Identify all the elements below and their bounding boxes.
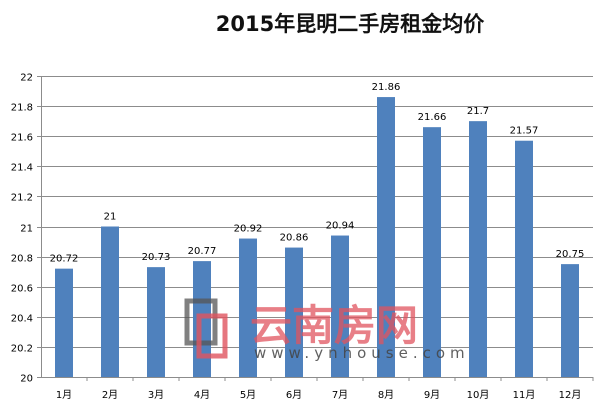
- y-tick-label: 21.6: [11, 133, 33, 144]
- x-tick-label: 3月: [148, 389, 164, 401]
- x-tick-label: 1月: [56, 389, 72, 401]
- x-tick-label: 7月: [332, 389, 348, 401]
- x-tick-label: 4月: [194, 389, 210, 401]
- y-tick-label: 20.2: [11, 344, 33, 355]
- data-label: 20.73: [142, 252, 171, 263]
- data-label: 20.75: [556, 249, 585, 260]
- x-tick-label: 9月: [424, 389, 440, 401]
- data-label: 21.7: [467, 106, 489, 117]
- data-label: 21.66: [418, 112, 447, 123]
- y-tick-label: 20.6: [11, 284, 33, 295]
- x-tick-label: 8月: [378, 389, 394, 401]
- y-tick-label: 20.8: [11, 254, 33, 265]
- y-tick-label: 22: [20, 73, 33, 84]
- y-tick-label: 21.8: [11, 103, 33, 114]
- bar: [561, 264, 579, 377]
- data-label: 21.57: [510, 126, 539, 137]
- chart-title: 2015年昆明二手房租金均价: [215, 12, 485, 36]
- bar: [239, 238, 257, 377]
- bars: [55, 97, 579, 378]
- y-tick-label: 20.4: [11, 314, 33, 325]
- y-tick-label: 21.4: [11, 163, 33, 174]
- y-axis: 20 20.2 20.4 20.6 20.8 21 21.2 21.4 21.6 21.8 22: [11, 73, 42, 385]
- bar: [285, 247, 303, 377]
- watermark-brand: 云南房网: [250, 301, 418, 350]
- data-label: 21.86: [372, 82, 401, 93]
- bar: [147, 267, 165, 377]
- gridlines: [41, 76, 593, 348]
- bar: [101, 226, 119, 377]
- data-label: 21: [104, 212, 117, 223]
- bar: [469, 121, 487, 378]
- y-tick-label: 21.2: [11, 193, 33, 204]
- data-label: 20.86: [280, 233, 309, 244]
- bar: [331, 235, 349, 377]
- data-label: 20.77: [188, 246, 217, 257]
- bar: [55, 268, 73, 377]
- bar: [193, 261, 211, 377]
- watermark-url: www.ynhouse.com: [254, 344, 470, 362]
- x-tick-label: 2月: [102, 389, 118, 401]
- y-tick-label: 21: [20, 224, 33, 235]
- watermark-logo-red-square-icon: [196, 313, 228, 359]
- x-tick-label: 11月: [513, 389, 536, 401]
- bar: [423, 127, 441, 377]
- data-label: 20.72: [50, 254, 79, 265]
- data-label: 20.94: [326, 221, 355, 232]
- watermark: 云南房网 www.ynhouse.com: [184, 298, 470, 362]
- bar: [515, 140, 533, 377]
- bar: [377, 97, 395, 377]
- x-axis: 1月 2月 3月 4月 5月 6月 7月 8月 9月 10月 11月 12月: [41, 377, 594, 401]
- x-tick-label: 10月: [467, 389, 490, 401]
- x-tick-label: 6月: [286, 389, 302, 401]
- y-tick-label: 20: [20, 374, 33, 385]
- data-label: 20.92: [234, 224, 263, 235]
- x-tick-label: 5月: [240, 389, 256, 401]
- x-tick-label: 12月: [559, 389, 582, 401]
- data-labels: 20.72 21 20.73 20.77 20.92 20.86 20.94 21.86 21.…: [50, 82, 585, 265]
